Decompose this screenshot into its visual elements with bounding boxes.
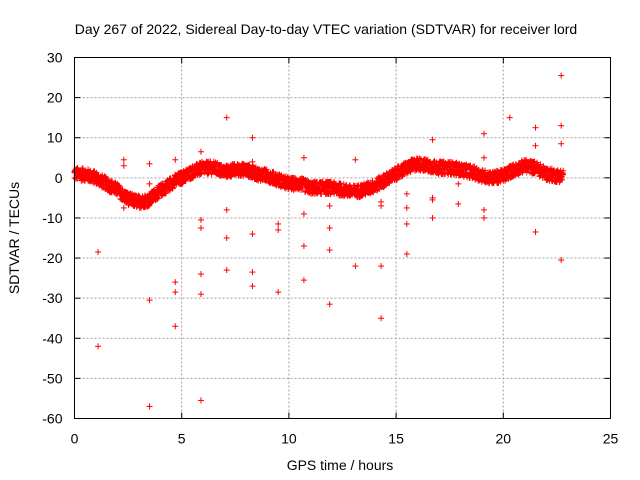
y-tick-label: 20: [47, 90, 63, 106]
band-point: [154, 195, 161, 202]
outlier-point: [120, 156, 127, 163]
outlier-point: [352, 156, 359, 163]
outlier-point: [197, 397, 204, 404]
outlier-point: [275, 289, 282, 296]
x-tick-label: 25: [603, 431, 619, 447]
y-tick-label: 10: [47, 130, 63, 146]
outlier-point: [558, 122, 565, 129]
outlier-point: [197, 271, 204, 278]
outlier-point: [95, 249, 102, 256]
outlier-point: [352, 263, 359, 270]
outlier-point: [197, 291, 204, 298]
outlier-point: [326, 202, 333, 209]
outlier-point: [197, 224, 204, 231]
outlier-point: [532, 124, 539, 131]
outlier-point: [146, 403, 153, 410]
outlier-point: [223, 114, 230, 121]
x-tick-label: 20: [496, 431, 512, 447]
x-tick-labels: 0 5 10 15 20 25: [71, 431, 619, 447]
outlier-point: [300, 277, 307, 284]
outlier-point: [532, 228, 539, 235]
outlier-point: [146, 180, 153, 187]
outlier-point: [403, 220, 410, 227]
outlier-point: [120, 204, 127, 211]
outlier-point: [481, 154, 488, 161]
outlier-point: [275, 226, 282, 233]
x-tick-label: 10: [281, 431, 297, 447]
outlier-point: [378, 263, 385, 270]
y-tick-label: -40: [42, 330, 62, 346]
outlier-point: [223, 235, 230, 241]
outlier-point: [300, 154, 307, 161]
outlier-point: [326, 301, 333, 308]
band-point: [198, 170, 205, 177]
x-tick-label: 5: [178, 431, 186, 447]
outlier-point: [403, 204, 410, 211]
outlier-point: [558, 72, 565, 79]
outlier-point: [481, 214, 488, 221]
y-tick-label: -50: [42, 370, 62, 386]
band-point: [79, 166, 86, 173]
plot-frame: [74, 57, 611, 419]
outlier-point: [249, 134, 256, 141]
outlier-point: [249, 158, 256, 165]
outlier-point: [172, 156, 179, 163]
outlier-point: [300, 210, 307, 217]
chart-title: Day 267 of 2022, Sidereal Day-to-day VTE…: [75, 21, 577, 37]
outlier-point: [249, 283, 256, 290]
band-point: [116, 183, 123, 190]
x-axis-label: GPS time / hours: [287, 457, 394, 473]
outlier-point: [249, 230, 256, 237]
x-tick-label: 0: [71, 431, 79, 447]
outlier-point: [172, 323, 179, 330]
outlier-point: [146, 160, 153, 167]
outlier-point: [403, 251, 410, 258]
outlier-point: [532, 142, 539, 149]
outlier-point: [223, 267, 230, 274]
outlier-point: [455, 200, 462, 207]
outlier-point: [120, 162, 127, 169]
band-point: [115, 182, 122, 189]
outlier-point: [223, 206, 230, 213]
x-tick-label: 15: [388, 431, 404, 447]
outlier-point: [481, 130, 488, 137]
outlier-point: [326, 247, 333, 254]
outlier-point: [95, 343, 102, 350]
outlier-point: [197, 148, 204, 155]
y-tick-label: -60: [42, 411, 62, 427]
outlier-point: [481, 206, 488, 213]
outlier-point: [172, 289, 179, 296]
outlier-point: [506, 114, 513, 121]
grid-lines: [74, 57, 611, 419]
data-points: [71, 72, 567, 410]
y-tick-label: -10: [42, 210, 62, 226]
y-tick-label: -20: [42, 250, 62, 266]
outlier-point: [275, 220, 282, 227]
outlier-point: [378, 198, 385, 205]
outlier-point: [172, 279, 179, 286]
y-tick-label: 30: [47, 50, 63, 66]
outlier-point: [326, 224, 333, 231]
outlier-point: [558, 140, 565, 147]
y-tick-label: 0: [55, 170, 63, 186]
axis-ticks: [74, 57, 611, 419]
outlier-point: [378, 315, 385, 322]
outlier-point: [249, 269, 256, 276]
outlier-point: [429, 214, 436, 221]
outlier-point: [403, 190, 410, 197]
y-tick-labels: -60 -50 -40 -30 -20 -10 0 10 20 30: [42, 50, 62, 427]
band-point: [314, 190, 321, 197]
outlier-point: [300, 243, 307, 250]
y-tick-label: -30: [42, 290, 62, 306]
y-axis-label: SDTVAR / TECUs: [6, 182, 22, 294]
outlier-point: [455, 180, 462, 187]
